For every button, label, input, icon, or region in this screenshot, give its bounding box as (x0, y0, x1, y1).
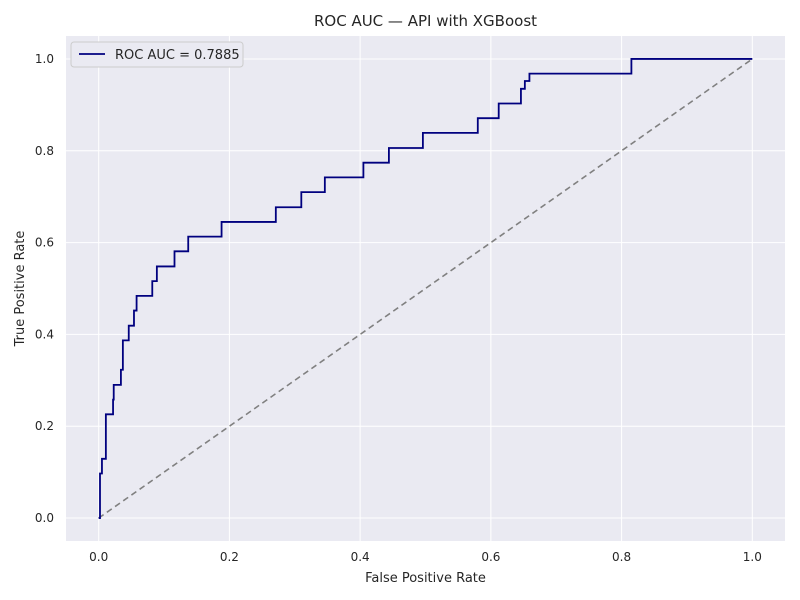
tick-labels: 0.0 0.2 0.4 0.6 0.8 1.0 0.0 0.2 0.4 0.6 0.8 1.0 (35, 52, 762, 564)
y-tick-label: 0.6 (35, 236, 54, 250)
x-tick-label: 0.2 (220, 550, 239, 564)
y-axis-label: True Positive Rate (13, 231, 28, 348)
legend: ROC AUC = 0.7885 (70, 41, 244, 68)
y-tick-label: 0.2 (35, 419, 54, 433)
x-axis-label: False Positive Rate (365, 571, 486, 586)
x-tick-label: 0.0 (89, 550, 108, 564)
y-tick-label: 0.0 (35, 511, 54, 525)
x-tick-label: 0.4 (351, 550, 370, 564)
x-tick-label: 0.6 (481, 550, 500, 564)
x-tick-label: 1.0 (743, 550, 762, 564)
legend-box (70, 41, 244, 68)
y-tick-label: 0.8 (35, 144, 54, 158)
legend-label: ROC AUC = 0.7885 (115, 48, 240, 63)
x-tick-label: 0.8 (612, 550, 631, 564)
roc-curve-line (98, 58, 753, 519)
y-tick-label: 1.0 (35, 52, 54, 66)
chart-title: ROC AUC — API with XGBoost (314, 12, 537, 30)
grid (66, 36, 785, 541)
chance-diagonal-line (98, 58, 753, 519)
series-layer (98, 58, 753, 519)
y-tick-label: 0.4 (35, 327, 54, 341)
